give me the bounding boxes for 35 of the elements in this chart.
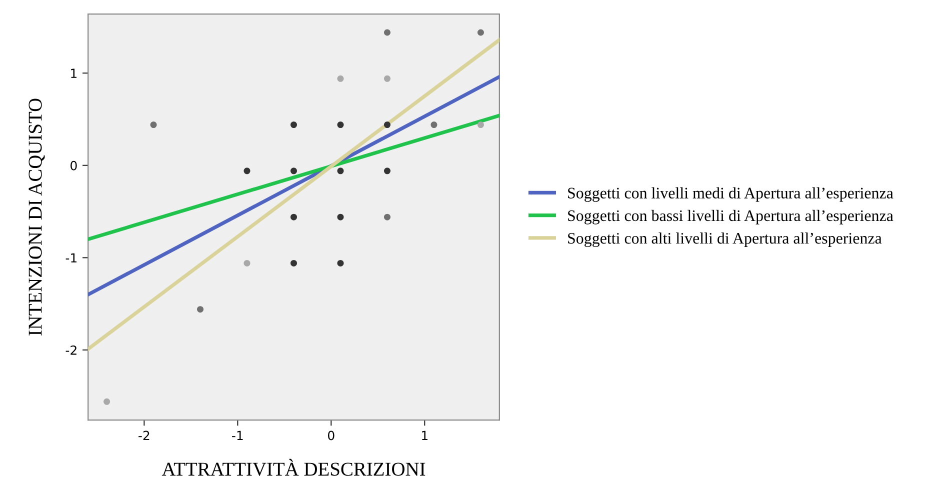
x-tick-label: -1	[232, 430, 243, 440]
point	[384, 122, 390, 128]
point	[337, 122, 344, 128]
y-axis-title: INTENZIONI DI ACQUISTO	[28, 98, 45, 336]
y-tick-label: -1	[66, 253, 77, 262]
point	[150, 122, 157, 128]
point	[104, 398, 110, 405]
point	[290, 214, 298, 220]
point	[337, 75, 344, 82]
point	[197, 306, 204, 313]
point	[384, 29, 390, 36]
x-axis-title: ATTRATTIVITÀ DESCRIZIONI	[162, 458, 426, 476]
y-tick-label: 0	[70, 160, 77, 170]
point	[477, 29, 484, 36]
point	[337, 214, 344, 220]
y-tick-label: -2	[66, 345, 76, 355]
x-tick-label: 0	[328, 430, 334, 440]
point	[384, 168, 390, 174]
point	[290, 168, 298, 174]
point	[290, 260, 298, 266]
point	[384, 214, 390, 220]
legend-label: Soggetti con alti livelli di Apertura all’esperienza	[568, 232, 882, 247]
point	[384, 75, 390, 82]
point	[244, 260, 250, 266]
point	[337, 168, 344, 174]
point	[337, 260, 344, 266]
legend-label: Soggetti con bassi livelli di Apertura all’esperienza	[568, 210, 894, 224]
y-tick-label: 1	[71, 68, 77, 78]
legend-label: Soggetti con livelli medi di Apertura all’esperienza	[568, 187, 894, 202]
point	[290, 122, 298, 128]
point	[430, 122, 438, 128]
x-tick-label: -2	[138, 430, 150, 440]
point	[244, 168, 250, 174]
point	[477, 122, 484, 128]
x-tick-label: 1	[422, 430, 428, 440]
